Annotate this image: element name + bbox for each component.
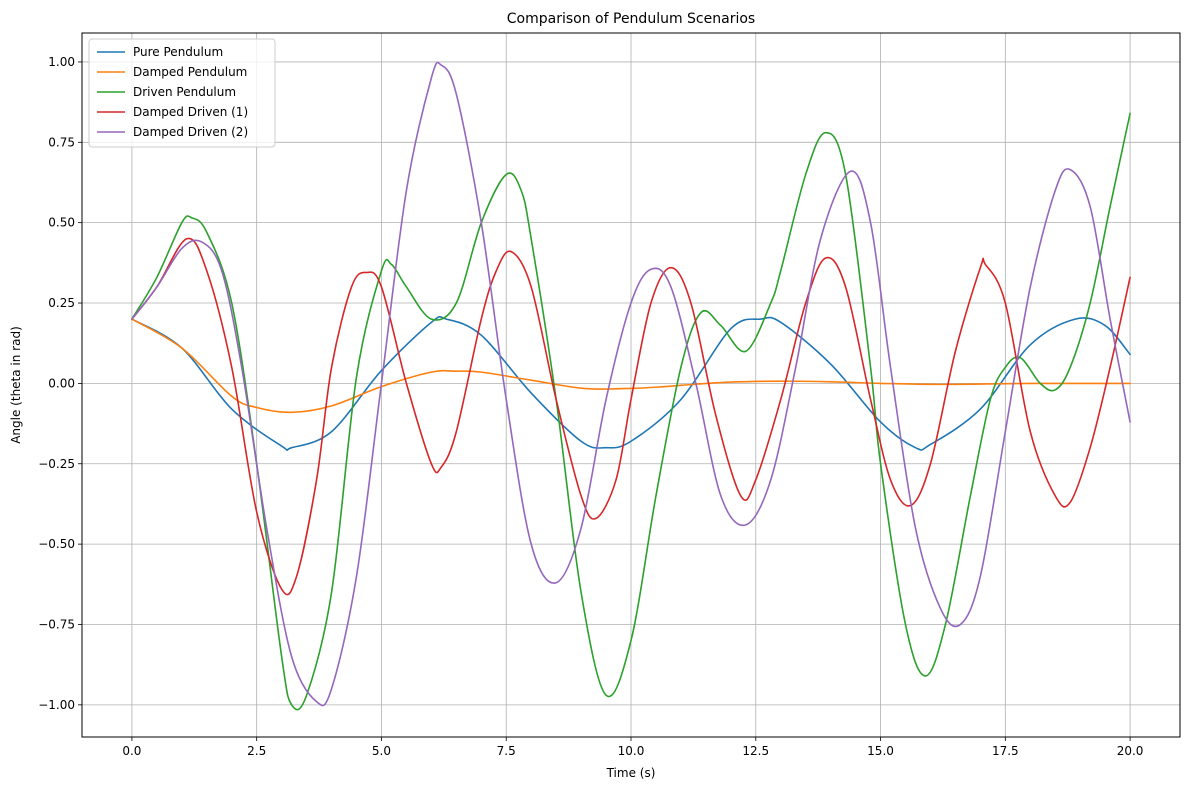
legend-label: Damped Pendulum [133,65,247,79]
x-tick-label: 15.0 [867,744,894,758]
series-line-1 [131,315,1131,451]
legend-box [88,38,276,148]
series-line-4 [131,237,1131,596]
y-tick-label: 0.50 [48,216,75,230]
y-tick-label: 0.75 [48,135,75,149]
y-tick-label: −1.00 [38,698,75,712]
series-line-3 [131,112,1131,711]
series-line-5 [131,61,1131,707]
y-axis-label: Angle (theta in rad) [9,326,23,444]
x-axis-ticks: 0.0 2.5 5.0 7.5 10.0 12.5 15.0 17.5 20.0 [122,737,1143,758]
legend-label: Pure Pendulum [133,45,223,59]
x-tick-label: 12.5 [742,744,769,758]
y-tick-label: 0.00 [48,376,75,390]
y-tick-label: 0.25 [48,296,75,310]
x-tick-label: 17.5 [992,744,1019,758]
x-tick-label: 5.0 [372,744,391,758]
x-tick-label: 10.0 [618,744,645,758]
y-tick-label: −0.75 [38,617,75,631]
legend-label: Damped Driven (2) [133,125,248,139]
y-tick-label: −0.25 [38,457,75,471]
legend-label: Driven Pendulum [133,85,236,99]
x-tick-label: 2.5 [247,744,266,758]
x-tick-label: 20.0 [1117,744,1144,758]
legend-label: Damped Driven (1) [133,105,248,119]
x-tick-label: 7.5 [497,744,516,758]
y-axis-ticks: −1.00 −0.75 −0.50 −0.25 0.00 0.25 0.50 0.75 1.00 [38,55,82,712]
y-tick-label: 1.00 [48,55,75,69]
legend: Pure Pendulum Damped Pendulum Driven Pendu… [88,38,276,148]
series-lines [131,61,1131,711]
chart-title: Comparison of Pendulum Scenarios [507,11,755,27]
series-line-2 [131,318,1131,414]
y-tick-label: −0.50 [38,537,75,551]
x-axis-label: Time (s) [606,766,656,780]
x-tick-label: 0.0 [122,744,141,758]
